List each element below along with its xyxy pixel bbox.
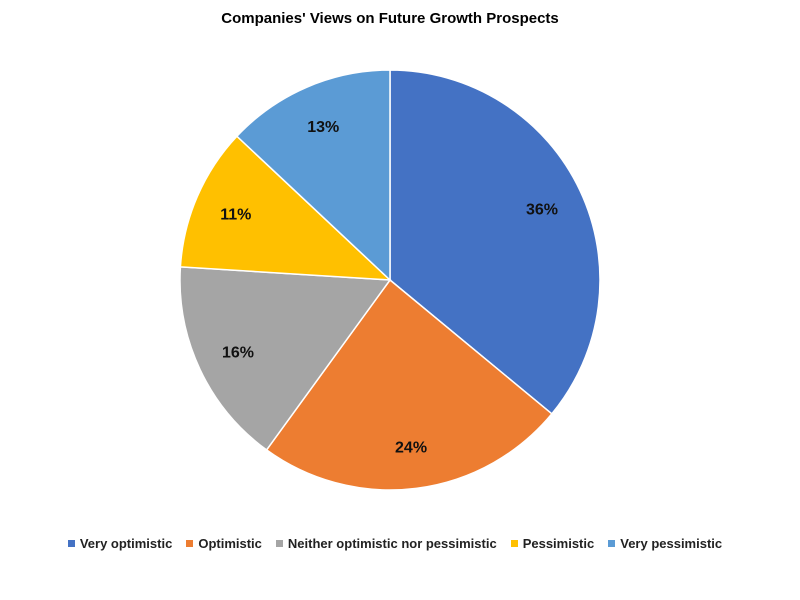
- legend-swatch: [608, 540, 616, 547]
- legend-label: Very pessimistic: [620, 536, 723, 551]
- legend-item: Very pessimistic: [608, 536, 722, 551]
- data-label: 16%: [222, 345, 254, 362]
- pie-slice-pessimistic: [179, 135, 393, 281]
- legend-label: Neither optimistic nor pessimistic: [287, 536, 497, 551]
- legend-item: Very optimistic: [67, 536, 173, 551]
- pie-slice-optimistic: [265, 278, 553, 491]
- legend: Very optimistic Optimistic Neither optimis…: [0, 536, 790, 551]
- data-label: 13%: [307, 119, 339, 136]
- legend-item: Neither optimistic nor pessimistic: [275, 536, 497, 551]
- legend-label: Pessimistic: [522, 536, 595, 551]
- legend-swatch: [67, 540, 75, 547]
- legend-swatch: [186, 540, 194, 547]
- data-label: 11%: [220, 206, 251, 223]
- data-label: 24%: [395, 440, 427, 457]
- legend-item: Optimistic: [186, 536, 262, 551]
- pie-slice-very-optimistic: [389, 69, 601, 415]
- data-label: 36%: [526, 201, 558, 218]
- legend-label: Very optimistic: [79, 536, 173, 551]
- pie-slice-very-pessimistic: [235, 69, 391, 282]
- legend-item: Pessimistic: [510, 536, 595, 551]
- pie-slice-neither-optimistic-nor-pessimistic: [179, 266, 392, 451]
- legend-swatch: [275, 540, 283, 547]
- legend-swatch: [510, 540, 518, 547]
- legend-label: Optimistic: [198, 536, 262, 551]
- chart-title: Companies' Views on Future Growth Prospe…: [221, 10, 559, 27]
